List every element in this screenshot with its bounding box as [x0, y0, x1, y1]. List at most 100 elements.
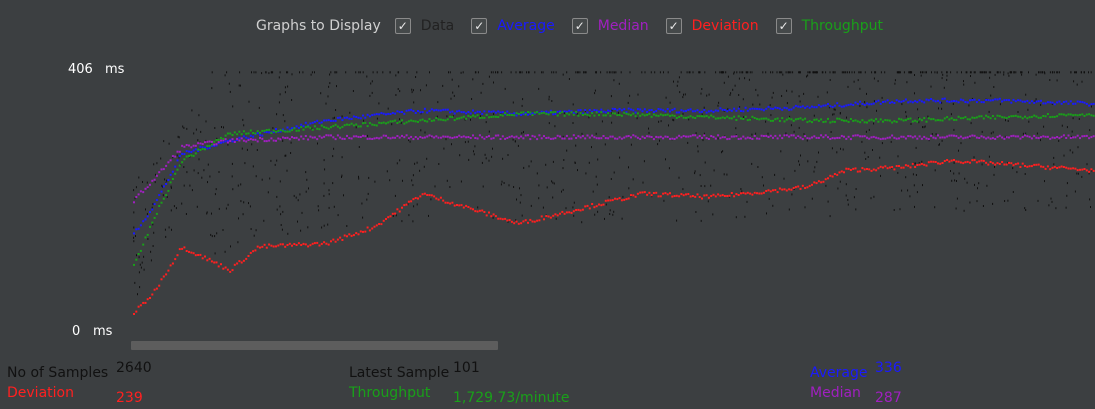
throughput-point [380, 122, 383, 125]
throughput-point [421, 118, 424, 121]
y-axis-min-value: 0 [72, 324, 81, 339]
data-point [981, 130, 983, 133]
data-point [829, 215, 831, 218]
deviation-point [980, 159, 983, 162]
data-point [734, 84, 736, 87]
throughput-point [877, 120, 880, 123]
deviation-point [916, 164, 919, 166]
deviation-point [959, 161, 962, 164]
throughput-point [586, 113, 589, 116]
data-point [961, 71, 962, 74]
data-point [327, 95, 329, 98]
throughput-point [302, 128, 305, 131]
average-point [451, 110, 454, 113]
throughput-point [1085, 113, 1088, 116]
data-point [935, 133, 937, 136]
deviation-point [318, 244, 321, 247]
throughput-point [783, 120, 786, 123]
data-point [682, 96, 684, 99]
average-checkbox[interactable]: ✓ [471, 18, 488, 34]
throughput-point [1044, 115, 1047, 118]
graph-scrollbar[interactable] [131, 341, 498, 350]
data-point [1061, 124, 1063, 127]
deviation-point [762, 191, 765, 194]
average-point [238, 136, 241, 139]
throughput-point [655, 114, 658, 117]
data-point [443, 147, 445, 150]
data-point [584, 71, 586, 74]
deviation-point [820, 181, 823, 184]
median-point [320, 136, 323, 139]
toggle-deviation[interactable]: ✓ Deviation [665, 18, 759, 34]
throughput-checkbox[interactable]: ✓ [775, 18, 792, 34]
data-checkbox[interactable]: ✓ [394, 18, 411, 34]
data-point [868, 128, 870, 131]
data-point [369, 94, 371, 97]
data-point [337, 214, 339, 217]
data-point [727, 108, 729, 111]
data-point [239, 84, 241, 87]
data-point [1088, 172, 1090, 175]
data-point [834, 71, 836, 74]
average-point [135, 228, 138, 231]
data-point [399, 159, 401, 162]
median-checkbox[interactable]: ✓ [571, 18, 588, 34]
median-point [577, 135, 580, 138]
deviation-point [737, 194, 740, 196]
data-point [135, 186, 137, 189]
median-stat-value: 287 [875, 390, 902, 406]
average-point [584, 109, 587, 111]
throughput-point [735, 119, 738, 121]
data-point [437, 101, 439, 104]
median-point [552, 137, 555, 140]
average-point [817, 104, 820, 107]
average-point [581, 112, 584, 115]
average-point [469, 112, 472, 115]
data-point [355, 126, 357, 129]
data-point [318, 209, 320, 212]
median-point [600, 137, 603, 140]
data-point [523, 166, 525, 169]
deviation-checkbox[interactable]: ✓ [665, 18, 682, 34]
throughput-point [559, 112, 561, 114]
median-point [437, 136, 440, 139]
deviation-point [900, 166, 903, 169]
data-point [328, 206, 330, 209]
average-point [387, 112, 390, 115]
data-point [913, 162, 915, 165]
average-point [398, 111, 401, 114]
data-point [782, 73, 784, 76]
data-point [224, 74, 226, 77]
data-point [573, 201, 575, 204]
data-point [710, 184, 712, 187]
data-point [526, 71, 527, 74]
median-point [1042, 135, 1045, 138]
throughput-point [792, 119, 795, 122]
data-point [317, 142, 318, 145]
toggle-throughput[interactable]: ✓ Throughput [775, 18, 883, 34]
toggle-average[interactable]: ✓ Average [471, 18, 555, 34]
average-point [382, 112, 385, 115]
toggle-data[interactable]: ✓ Data [394, 18, 454, 34]
data-point [448, 71, 449, 74]
data-point [171, 228, 172, 231]
deviation-point [215, 261, 218, 264]
data-point [186, 127, 188, 130]
median-point [730, 135, 733, 138]
average-point [783, 106, 786, 109]
median-point [252, 138, 255, 141]
data-point [781, 95, 783, 97]
average-point [719, 107, 722, 110]
median-point [504, 137, 507, 140]
throughput-point [790, 118, 793, 121]
data-point [1004, 200, 1006, 202]
median-point [620, 137, 623, 140]
data-point [399, 90, 401, 93]
deviation-point [286, 244, 289, 246]
deviation-point [291, 244, 293, 247]
data-point [527, 71, 529, 74]
data-point [516, 198, 517, 201]
data-point [538, 87, 540, 90]
toggle-median[interactable]: ✓ Median [571, 18, 649, 34]
throughput-point [201, 147, 204, 150]
